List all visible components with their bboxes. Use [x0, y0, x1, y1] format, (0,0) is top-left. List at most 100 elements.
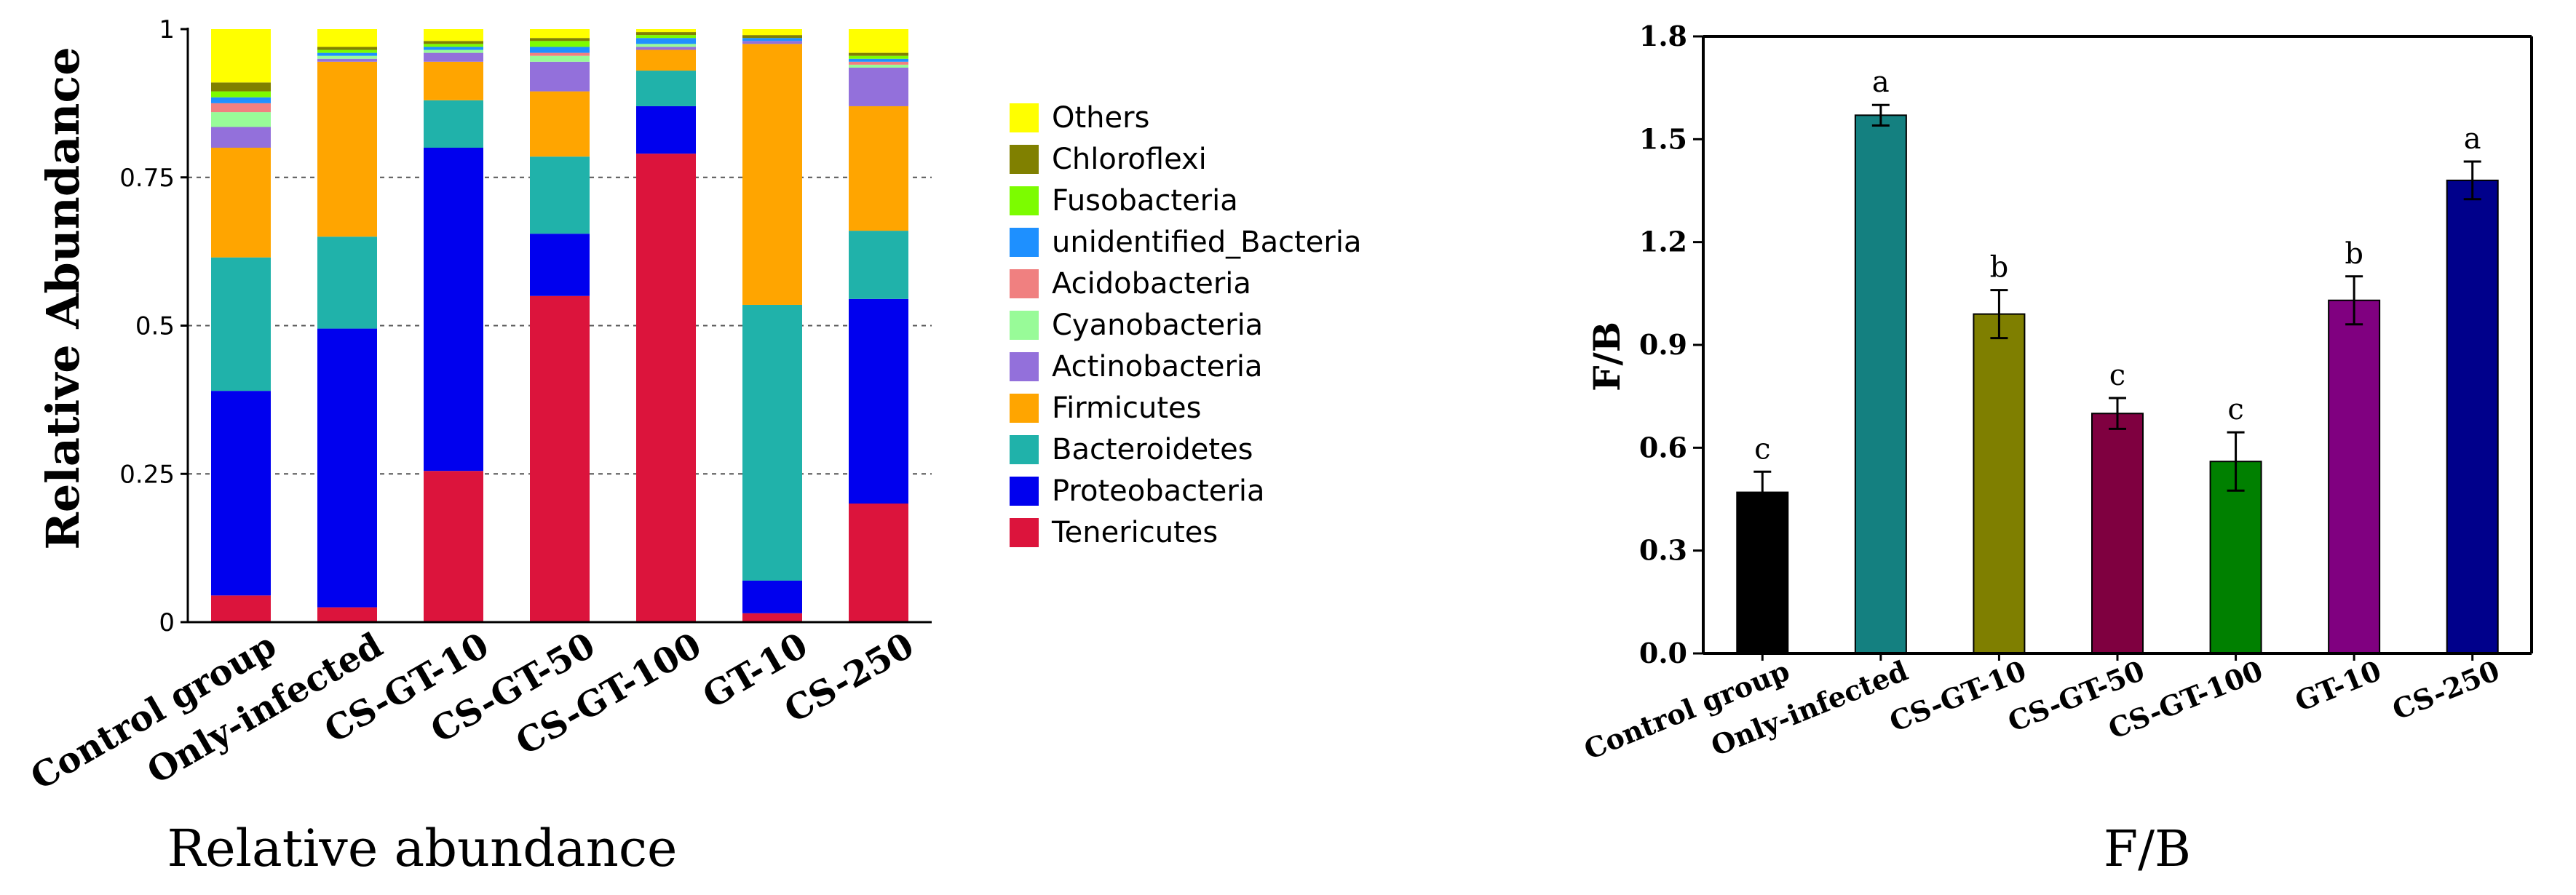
legend-swatch [1010, 145, 1039, 174]
significance-letter: b [1990, 251, 2009, 285]
legend-swatch [1010, 477, 1039, 506]
significance-letter: c [1754, 432, 1770, 466]
bar-segment [424, 29, 483, 41]
bar-segment [211, 103, 271, 113]
y-tick-label: 1.5 [1639, 122, 1687, 155]
y-tick-label: 0.6 [1639, 431, 1687, 464]
bar-segment [530, 52, 590, 56]
bar [1736, 491, 1789, 654]
chart-title: F/B [2104, 821, 2191, 878]
y-tick-label: 0.9 [1639, 328, 1687, 361]
bar-segment [424, 44, 483, 47]
bar-segment [849, 67, 908, 106]
significance-letter: c [2109, 359, 2125, 392]
bar-segment [424, 41, 483, 44]
bar-segment [317, 328, 377, 608]
grid-lines [188, 176, 932, 475]
bar-segment [211, 97, 271, 103]
bar-segment [317, 29, 377, 47]
bar [1854, 114, 1907, 655]
bar-segment [211, 29, 271, 83]
y-axis-label: Relative Abundance [36, 47, 90, 549]
bar-segment [636, 44, 696, 47]
bar-segment [636, 49, 696, 71]
significance-letter: a [1872, 65, 1890, 99]
y-tick-label: 0.75 [119, 164, 175, 193]
y-tick-label: 1.8 [1639, 20, 1687, 52]
bar-segment [211, 391, 271, 596]
legend-label: Chloroflexi [1052, 143, 1207, 176]
y-tick-label: 1 [159, 15, 175, 44]
bar-segment [849, 55, 908, 59]
bar-segment [317, 49, 377, 53]
bar-segment [849, 106, 908, 231]
bar-segment [742, 38, 802, 41]
bar-segment [530, 29, 590, 39]
bar-segment [211, 595, 271, 622]
bar-segment [849, 231, 908, 299]
bar-segment [530, 38, 590, 41]
legend-swatch [1010, 311, 1039, 340]
legend-label: Actinobacteria [1052, 350, 1263, 383]
legend-swatch [1010, 352, 1039, 381]
bar-segment [849, 29, 908, 53]
bar-segment [424, 52, 483, 62]
y-axis-label: F/B [1585, 322, 1628, 391]
y-tick-label: 0.5 [135, 312, 175, 341]
legend-label: Firmicutes [1052, 391, 1202, 425]
bar-segment [530, 47, 590, 53]
bar-segment [849, 64, 908, 68]
chart-title: Relative abundance [167, 819, 678, 878]
legend-swatch [1010, 103, 1039, 132]
legend-swatch [1010, 394, 1039, 423]
bar-segment [317, 61, 377, 237]
bar [2091, 413, 2144, 654]
bar-segment [742, 580, 802, 613]
legend-swatch [1010, 518, 1039, 547]
y-tick-label: 1.2 [1639, 226, 1687, 258]
bar-segment [849, 52, 908, 56]
legend-label: Tenericutes [1051, 516, 1218, 549]
bar-segment [424, 471, 483, 622]
bar-segment [742, 44, 802, 305]
bar-segment [317, 52, 377, 56]
bar-segment [636, 154, 696, 622]
bar-segment [849, 58, 908, 62]
bar-segment [424, 148, 483, 472]
y-tick-label: 0.0 [1639, 637, 1687, 669]
legend-swatch [1010, 269, 1039, 298]
bar-segment [424, 61, 483, 100]
legend-label: Proteobacteria [1052, 474, 1264, 508]
bar-segment [849, 61, 908, 65]
bar-segment [530, 41, 590, 47]
y-tick-label: 0 [159, 608, 175, 637]
legend-label: Fusobacteria [1052, 184, 1238, 218]
fb-ratio-chart: c a b c c b a 0.0 0.3 0.6 0.9 1.2 1.5 1.8 Control gr… [1580, 20, 2533, 878]
y-tick-labels: 0.0 0.3 0.6 0.9 1.2 1.5 1.8 [1639, 20, 1703, 669]
bar [2446, 179, 2499, 655]
bar-segment [317, 58, 377, 62]
legend-label: Bacteroidetes [1052, 433, 1253, 466]
legend-swatch [1010, 228, 1039, 257]
x-tick-label: Only-infected [1706, 654, 1912, 763]
bar-segment [742, 613, 802, 622]
bar-segment [211, 127, 271, 148]
x-tick-label: CS-250 [2387, 654, 2504, 726]
bar-segment [211, 91, 271, 98]
x-tick-labels: Control groupOnly-infectedCS-GT-10CS-GT-… [24, 625, 921, 798]
stacked-bars [211, 29, 908, 622]
y-tick-label: 0.3 [1639, 534, 1687, 567]
bar-segment [530, 156, 590, 234]
legend-label: Acidobacteria [1052, 267, 1251, 301]
bar-segment [211, 82, 271, 92]
bar-segment [317, 47, 377, 50]
bar-segment [317, 607, 377, 622]
legend-label: Others [1052, 101, 1149, 135]
y-tick-labels: 0 0.25 0.5 0.75 1 [119, 15, 188, 637]
bar-segment [636, 38, 696, 44]
bar-segment [636, 47, 696, 50]
bar-segment [424, 49, 483, 53]
bar-segment [317, 236, 377, 329]
x-tick-label: CS-GT-10 [1885, 654, 2030, 739]
